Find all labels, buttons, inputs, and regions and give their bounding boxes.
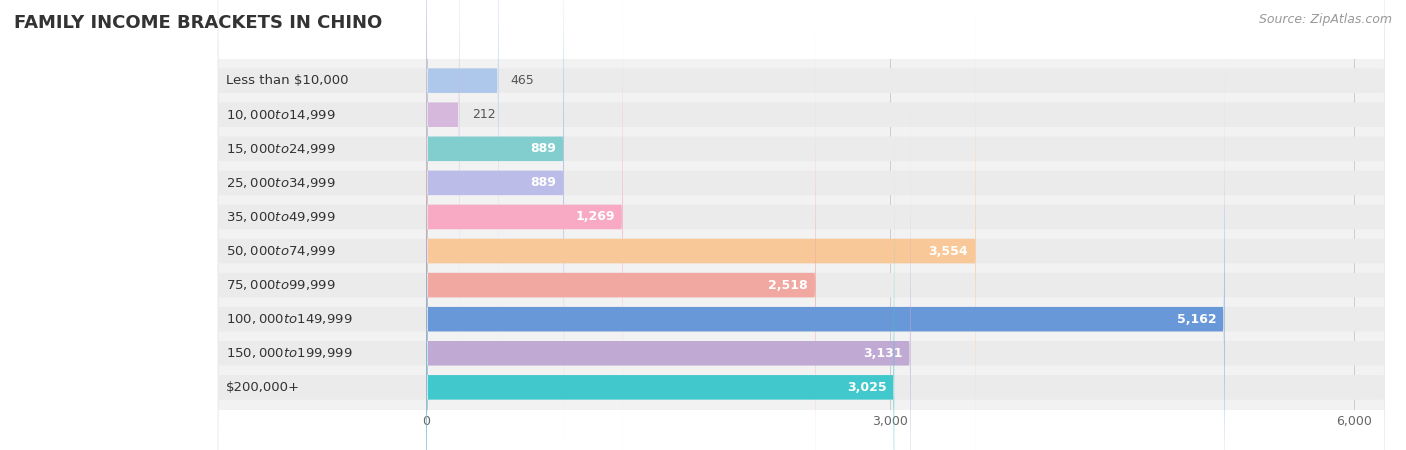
Text: 5,162: 5,162: [1177, 313, 1216, 326]
Text: FAMILY INCOME BRACKETS IN CHINO: FAMILY INCOME BRACKETS IN CHINO: [14, 14, 382, 32]
FancyBboxPatch shape: [426, 0, 564, 443]
Text: $100,000 to $149,999: $100,000 to $149,999: [225, 312, 352, 326]
FancyBboxPatch shape: [218, 0, 1385, 450]
FancyBboxPatch shape: [218, 59, 1385, 450]
Text: $35,000 to $49,999: $35,000 to $49,999: [225, 210, 336, 224]
FancyBboxPatch shape: [218, 127, 1385, 450]
Text: 889: 889: [530, 176, 557, 189]
FancyBboxPatch shape: [426, 0, 564, 409]
FancyBboxPatch shape: [218, 93, 1385, 450]
FancyBboxPatch shape: [218, 0, 1385, 450]
FancyBboxPatch shape: [426, 25, 815, 450]
FancyBboxPatch shape: [426, 0, 976, 450]
FancyBboxPatch shape: [426, 93, 911, 450]
Text: 889: 889: [530, 142, 557, 155]
Text: 3,554: 3,554: [928, 244, 969, 257]
Text: 3,025: 3,025: [846, 381, 886, 394]
Text: 1,269: 1,269: [575, 211, 614, 224]
FancyBboxPatch shape: [426, 127, 894, 450]
FancyBboxPatch shape: [426, 0, 499, 341]
Text: $50,000 to $74,999: $50,000 to $74,999: [225, 244, 336, 258]
Text: 212: 212: [472, 108, 495, 121]
Text: 3,131: 3,131: [863, 347, 903, 360]
Text: Source: ZipAtlas.com: Source: ZipAtlas.com: [1258, 14, 1392, 27]
FancyBboxPatch shape: [426, 0, 623, 450]
FancyBboxPatch shape: [218, 0, 1385, 375]
Text: 2,518: 2,518: [769, 279, 808, 292]
FancyBboxPatch shape: [218, 0, 1385, 341]
FancyBboxPatch shape: [218, 0, 1385, 443]
Text: Less than $10,000: Less than $10,000: [225, 74, 349, 87]
FancyBboxPatch shape: [218, 0, 1385, 409]
Text: $200,000+: $200,000+: [225, 381, 299, 394]
Text: $150,000 to $199,999: $150,000 to $199,999: [225, 346, 352, 360]
FancyBboxPatch shape: [426, 59, 1225, 450]
Text: $10,000 to $14,999: $10,000 to $14,999: [225, 108, 336, 122]
FancyBboxPatch shape: [426, 0, 460, 375]
Text: $25,000 to $34,999: $25,000 to $34,999: [225, 176, 336, 190]
FancyBboxPatch shape: [218, 25, 1385, 450]
Text: $75,000 to $99,999: $75,000 to $99,999: [225, 278, 336, 292]
Text: $15,000 to $24,999: $15,000 to $24,999: [225, 142, 336, 156]
Text: 465: 465: [510, 74, 534, 87]
